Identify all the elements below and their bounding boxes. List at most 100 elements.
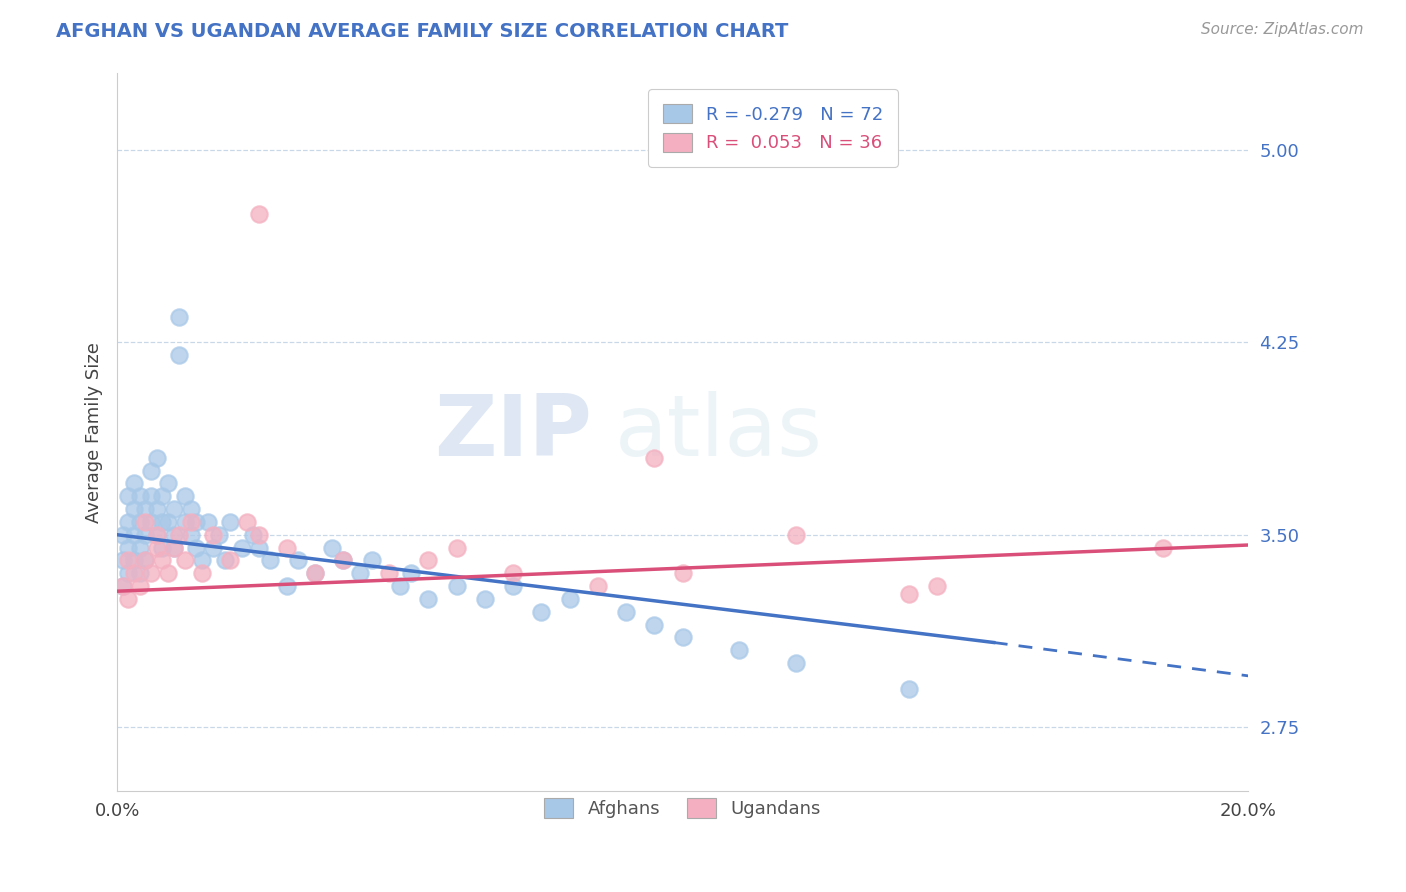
Text: Source: ZipAtlas.com: Source: ZipAtlas.com [1201, 22, 1364, 37]
Point [586, 579, 609, 593]
Point [202, 528, 225, 542]
Point [276, 541, 298, 555]
Point [134, 515, 156, 529]
Point [418, 553, 440, 567]
Point [186, 515, 208, 529]
Point [122, 502, 145, 516]
Point [174, 553, 197, 567]
Point [180, 515, 202, 529]
Point [157, 566, 180, 581]
Point [360, 553, 382, 567]
Point [134, 528, 156, 542]
Point [219, 515, 242, 529]
Point [146, 528, 169, 542]
Point [377, 566, 399, 581]
Point [446, 579, 468, 593]
Point [180, 502, 202, 516]
Point [152, 515, 174, 529]
Point [146, 541, 169, 555]
Point [202, 541, 225, 555]
Point [152, 541, 174, 555]
Point [117, 591, 139, 606]
Point [139, 464, 162, 478]
Point [169, 528, 191, 542]
Point [180, 528, 202, 542]
Point [304, 566, 326, 581]
Point [111, 579, 134, 593]
Point [163, 541, 186, 555]
Point [152, 553, 174, 567]
Point [643, 450, 665, 465]
Point [157, 515, 180, 529]
Point [219, 553, 242, 567]
Point [927, 579, 949, 593]
Point [117, 515, 139, 529]
Point [208, 528, 231, 542]
Point [474, 591, 496, 606]
Point [128, 541, 150, 555]
Point [388, 579, 411, 593]
Text: atlas: atlas [614, 391, 823, 474]
Point [672, 631, 695, 645]
Point [139, 489, 162, 503]
Point [117, 566, 139, 581]
Point [197, 515, 219, 529]
Point [163, 502, 186, 516]
Point [785, 528, 807, 542]
Point [186, 541, 208, 555]
Point [530, 605, 553, 619]
Point [236, 515, 259, 529]
Point [231, 541, 253, 555]
Point [304, 566, 326, 581]
Point [122, 476, 145, 491]
Point [446, 541, 468, 555]
Point [214, 553, 236, 567]
Point [247, 528, 270, 542]
Point [332, 553, 354, 567]
Point [111, 553, 134, 567]
Point [287, 553, 309, 567]
Point [349, 566, 371, 581]
Point [191, 566, 214, 581]
Point [146, 528, 169, 542]
Point [643, 617, 665, 632]
Text: ZIP: ZIP [434, 391, 592, 474]
Point [128, 579, 150, 593]
Point [332, 553, 354, 567]
Point [259, 553, 281, 567]
Point [728, 643, 751, 657]
Point [117, 553, 139, 567]
Point [152, 489, 174, 503]
Point [139, 566, 162, 581]
Point [401, 566, 423, 581]
Point [321, 541, 343, 555]
Point [134, 553, 156, 567]
Point [169, 310, 191, 324]
Point [163, 528, 186, 542]
Point [122, 566, 145, 581]
Point [139, 515, 162, 529]
Legend: Afghans, Ugandans: Afghans, Ugandans [537, 791, 828, 825]
Point [502, 566, 524, 581]
Point [897, 587, 920, 601]
Point [558, 591, 581, 606]
Point [128, 566, 150, 581]
Point [146, 450, 169, 465]
Point [502, 579, 524, 593]
Point [614, 605, 637, 619]
Point [128, 489, 150, 503]
Point [418, 591, 440, 606]
Point [128, 515, 150, 529]
Point [111, 528, 134, 542]
Point [247, 541, 270, 555]
Point [897, 681, 920, 696]
Point [191, 553, 214, 567]
Y-axis label: Average Family Size: Average Family Size [86, 342, 103, 523]
Point [122, 553, 145, 567]
Point [163, 541, 186, 555]
Point [672, 566, 695, 581]
Point [117, 489, 139, 503]
Point [169, 348, 191, 362]
Point [242, 528, 264, 542]
Text: AFGHAN VS UGANDAN AVERAGE FAMILY SIZE CORRELATION CHART: AFGHAN VS UGANDAN AVERAGE FAMILY SIZE CO… [56, 22, 789, 41]
